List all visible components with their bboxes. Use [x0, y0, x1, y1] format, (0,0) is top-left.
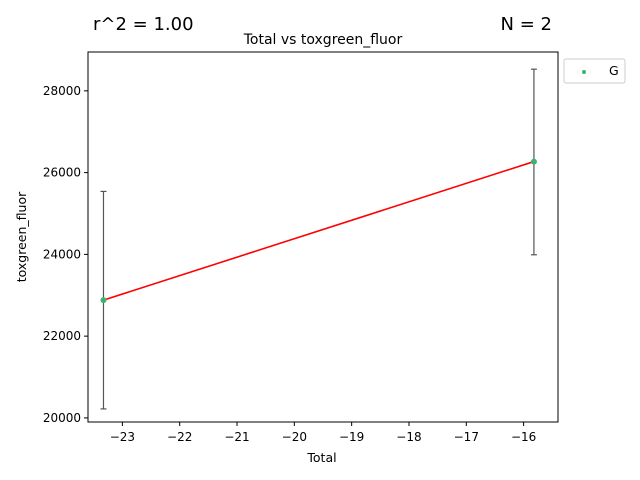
- y-tick-label: 26000: [43, 166, 81, 180]
- legend-marker-g: [582, 70, 586, 74]
- legend-label-g: G: [609, 63, 619, 78]
- x-tick-label: −23: [110, 430, 135, 444]
- data-point: [100, 297, 107, 304]
- x-tick-label: −18: [396, 430, 421, 444]
- y-tick-label: 22000: [43, 329, 81, 343]
- fit-line: [103, 160, 535, 301]
- data-point: [530, 158, 537, 165]
- x-axis-label: Total: [306, 450, 336, 465]
- r-squared-annotation: r^2 = 1.00: [93, 14, 194, 35]
- y-tick-label: 28000: [43, 84, 81, 98]
- x-tick-label: −16: [511, 430, 536, 444]
- axes-frame: [87, 51, 559, 423]
- legend-box: [563, 58, 626, 84]
- y-tick-label: 20000: [43, 411, 81, 425]
- legend: G: [563, 58, 626, 84]
- x-tick-label: −17: [454, 430, 479, 444]
- sample-count-annotation: N = 2: [501, 14, 552, 35]
- chart-title: Total vs toxgreen_fluor: [243, 32, 403, 48]
- x-tick-label: −22: [167, 430, 192, 444]
- y-axis-label: toxgreen_fluor: [14, 191, 29, 282]
- x-tick-label: −20: [282, 430, 307, 444]
- y-tick-label: 24000: [43, 247, 81, 261]
- plot-area: −23 −22 −21 −20 −19 −18 −17 −16 20000 22000 24000 2…: [43, 68, 537, 444]
- x-tick-label: −21: [224, 430, 249, 444]
- x-tick-label: −19: [339, 430, 364, 444]
